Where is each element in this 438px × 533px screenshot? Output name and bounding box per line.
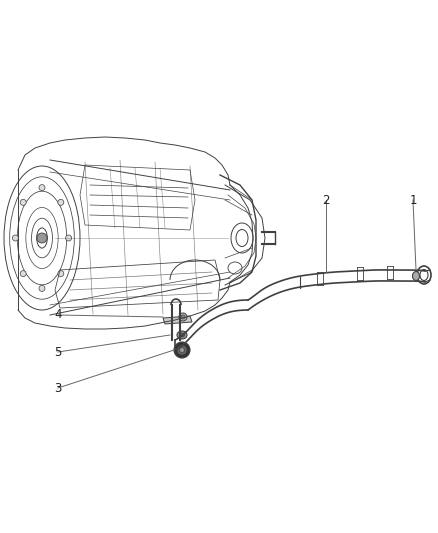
- Circle shape: [174, 342, 190, 358]
- Ellipse shape: [413, 271, 420, 280]
- Circle shape: [12, 235, 18, 241]
- Circle shape: [39, 285, 45, 292]
- Circle shape: [180, 348, 184, 352]
- Text: 5: 5: [54, 345, 62, 359]
- Ellipse shape: [180, 333, 184, 337]
- Circle shape: [179, 313, 187, 321]
- Circle shape: [39, 184, 45, 191]
- Circle shape: [58, 271, 64, 277]
- Text: 3: 3: [54, 382, 62, 394]
- Circle shape: [20, 271, 26, 277]
- Ellipse shape: [177, 331, 187, 339]
- Circle shape: [177, 345, 187, 355]
- Circle shape: [58, 199, 64, 205]
- Text: 4: 4: [54, 309, 62, 321]
- Text: 2: 2: [322, 193, 330, 206]
- Circle shape: [37, 233, 47, 243]
- Circle shape: [66, 235, 71, 241]
- Circle shape: [20, 199, 26, 205]
- Circle shape: [181, 315, 185, 319]
- Polygon shape: [163, 316, 192, 324]
- Text: 1: 1: [409, 193, 417, 206]
